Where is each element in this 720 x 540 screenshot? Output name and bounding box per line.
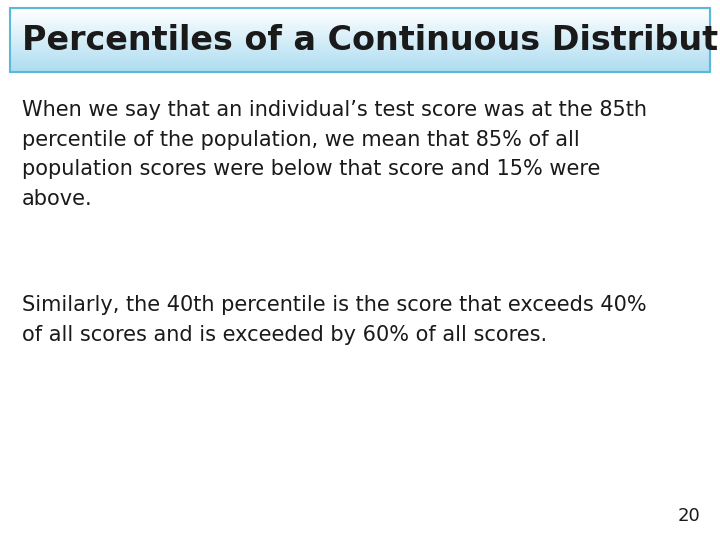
- Bar: [10, 15, 710, 16]
- Bar: [10, 66, 710, 68]
- Bar: [10, 18, 710, 19]
- Bar: [10, 37, 710, 38]
- Bar: [10, 50, 710, 51]
- Bar: [10, 63, 710, 64]
- Bar: [10, 9, 710, 11]
- Bar: [10, 11, 710, 13]
- Bar: [10, 32, 710, 34]
- Bar: [10, 28, 710, 30]
- Bar: [10, 45, 710, 47]
- Bar: [10, 20, 710, 21]
- Bar: [10, 40, 710, 42]
- Bar: [10, 54, 710, 56]
- Bar: [10, 55, 710, 57]
- Bar: [10, 8, 710, 10]
- Bar: [10, 60, 710, 62]
- Bar: [10, 70, 710, 71]
- Bar: [10, 21, 710, 22]
- Bar: [10, 44, 710, 46]
- Bar: [10, 35, 710, 36]
- Bar: [10, 10, 710, 12]
- Bar: [10, 16, 710, 17]
- Bar: [10, 22, 710, 23]
- Bar: [10, 59, 710, 61]
- Bar: [10, 17, 710, 18]
- Bar: [10, 29, 710, 31]
- Bar: [10, 33, 710, 35]
- Bar: [10, 58, 710, 60]
- Bar: [10, 19, 710, 20]
- Bar: [10, 41, 710, 43]
- Bar: [10, 65, 710, 67]
- Bar: [10, 46, 710, 48]
- Bar: [10, 24, 710, 25]
- Bar: [10, 68, 710, 69]
- Bar: [10, 62, 710, 63]
- Bar: [10, 14, 710, 15]
- Bar: [10, 56, 710, 58]
- Bar: [10, 38, 710, 39]
- Bar: [10, 31, 710, 33]
- Bar: [10, 57, 710, 59]
- Bar: [10, 8, 710, 72]
- Bar: [10, 52, 710, 53]
- Text: When we say that an individual’s test score was at the 85th
percentile of the po: When we say that an individual’s test sc…: [22, 100, 647, 209]
- Bar: [10, 39, 710, 40]
- Bar: [10, 36, 710, 37]
- Bar: [10, 48, 710, 49]
- Bar: [10, 23, 710, 24]
- Bar: [10, 53, 710, 55]
- Bar: [10, 25, 710, 26]
- Bar: [10, 71, 710, 72]
- Bar: [10, 49, 710, 50]
- Bar: [10, 42, 710, 44]
- Bar: [10, 65, 710, 66]
- Text: Similarly, the 40th percentile is the score that exceeds 40%
of all scores and i: Similarly, the 40th percentile is the sc…: [22, 295, 647, 345]
- Bar: [10, 69, 710, 70]
- Bar: [10, 43, 710, 45]
- Bar: [10, 27, 710, 29]
- Bar: [10, 12, 710, 14]
- Text: Percentiles of a Continuous Distribution: Percentiles of a Continuous Distribution: [22, 24, 720, 57]
- Text: 20: 20: [678, 507, 700, 525]
- Bar: [10, 64, 710, 65]
- Bar: [10, 51, 710, 52]
- Bar: [10, 26, 710, 28]
- Bar: [10, 30, 710, 32]
